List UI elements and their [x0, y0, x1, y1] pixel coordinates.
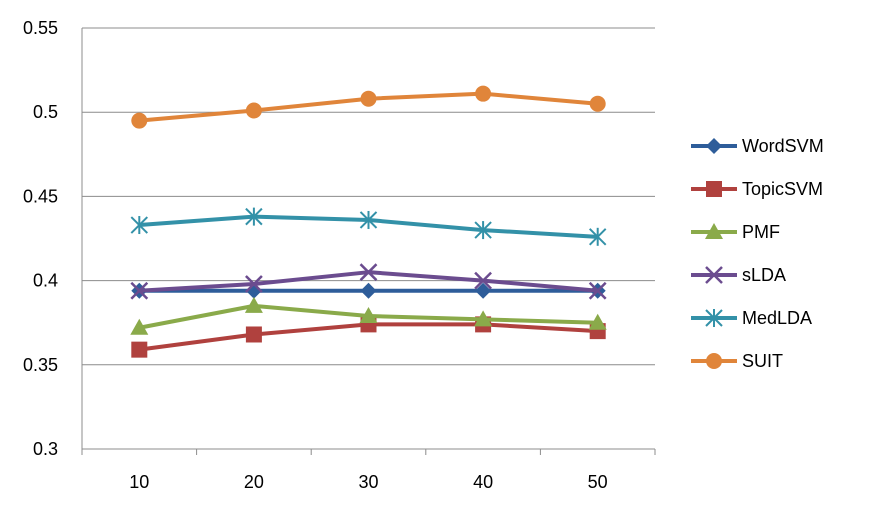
data-point-slda: [359, 263, 378, 282]
legend-marker-wordsvm: [706, 138, 722, 154]
data-point-suit: [475, 85, 492, 102]
data-point-suit: [245, 102, 262, 119]
data-point-pmf: [130, 318, 149, 335]
x-tick-label: 20: [244, 472, 264, 492]
legend: WordSVM TopicSVM PMF sLDA MedLDA SUIT: [691, 136, 824, 371]
y-tick-label: 0.4: [33, 271, 58, 291]
legend-marker-medlda: [705, 309, 723, 327]
y-tick-label: 0.5: [33, 102, 58, 122]
series-suit: [131, 85, 606, 129]
x-tick-label: 30: [358, 472, 378, 492]
data-point-medlda: [588, 227, 607, 246]
data-point-pmf: [474, 310, 493, 327]
legend-item-topicsvm: TopicSVM: [691, 179, 823, 199]
plot-area: [130, 85, 607, 358]
legend-item-medlda: MedLDA: [691, 308, 812, 328]
data-point-slda: [245, 275, 263, 293]
data-point-pmf: [588, 313, 607, 330]
data-point-wordsvm: [360, 282, 377, 299]
data-point-slda: [130, 281, 149, 300]
legend-label-pmf: PMF: [742, 222, 780, 242]
legend-marker-slda: [705, 266, 723, 284]
legend-item-pmf: PMF: [691, 222, 780, 242]
y-tick-label: 0.35: [23, 355, 58, 375]
data-point-medlda: [245, 207, 263, 226]
data-point-topicsvm: [245, 326, 262, 343]
y-axis-ticks: 0.3 0.35 0.4 0.45 0.5 0.55: [23, 18, 58, 459]
y-tick-label: 0.55: [23, 18, 58, 38]
data-point-suit: [589, 95, 606, 112]
series-slda: [130, 263, 607, 300]
data-point-topicsvm: [131, 341, 148, 358]
legend-marker-topicsvm: [706, 181, 722, 197]
data-point-pmf: [359, 306, 378, 323]
data-point-suit: [131, 112, 148, 129]
legend-marker-pmf: [705, 223, 723, 239]
data-point-wordsvm: [475, 282, 492, 299]
x-tick-label: 10: [129, 472, 149, 492]
data-point-slda: [474, 271, 492, 290]
x-axis: 10 20 30 40 50: [81, 28, 656, 492]
legend-label-slda: sLDA: [742, 265, 786, 285]
data-point-medlda: [359, 210, 378, 229]
legend-marker-suit: [706, 353, 722, 369]
data-point-suit: [360, 90, 377, 107]
legend-label-suit: SUIT: [742, 351, 783, 371]
x-tick-label: 40: [473, 472, 493, 492]
legend-item-suit: SUIT: [691, 351, 783, 371]
data-point-medlda: [130, 216, 149, 235]
x-tick-label: 50: [588, 472, 608, 492]
y-tick-label: 0.45: [23, 186, 58, 206]
legend-label-topicsvm: TopicSVM: [742, 179, 823, 199]
data-point-pmf: [244, 296, 263, 313]
series-pmf: [130, 296, 607, 335]
data-point-slda: [588, 281, 607, 300]
y-tick-label: 0.3: [33, 439, 58, 459]
data-point-medlda: [474, 221, 492, 240]
legend-item-wordsvm: WordSVM: [691, 136, 824, 156]
legend-label-wordsvm: WordSVM: [742, 136, 824, 156]
series-medlda: [130, 207, 607, 246]
legend-item-slda: sLDA: [691, 265, 786, 285]
legend-label-medlda: MedLDA: [742, 308, 812, 328]
